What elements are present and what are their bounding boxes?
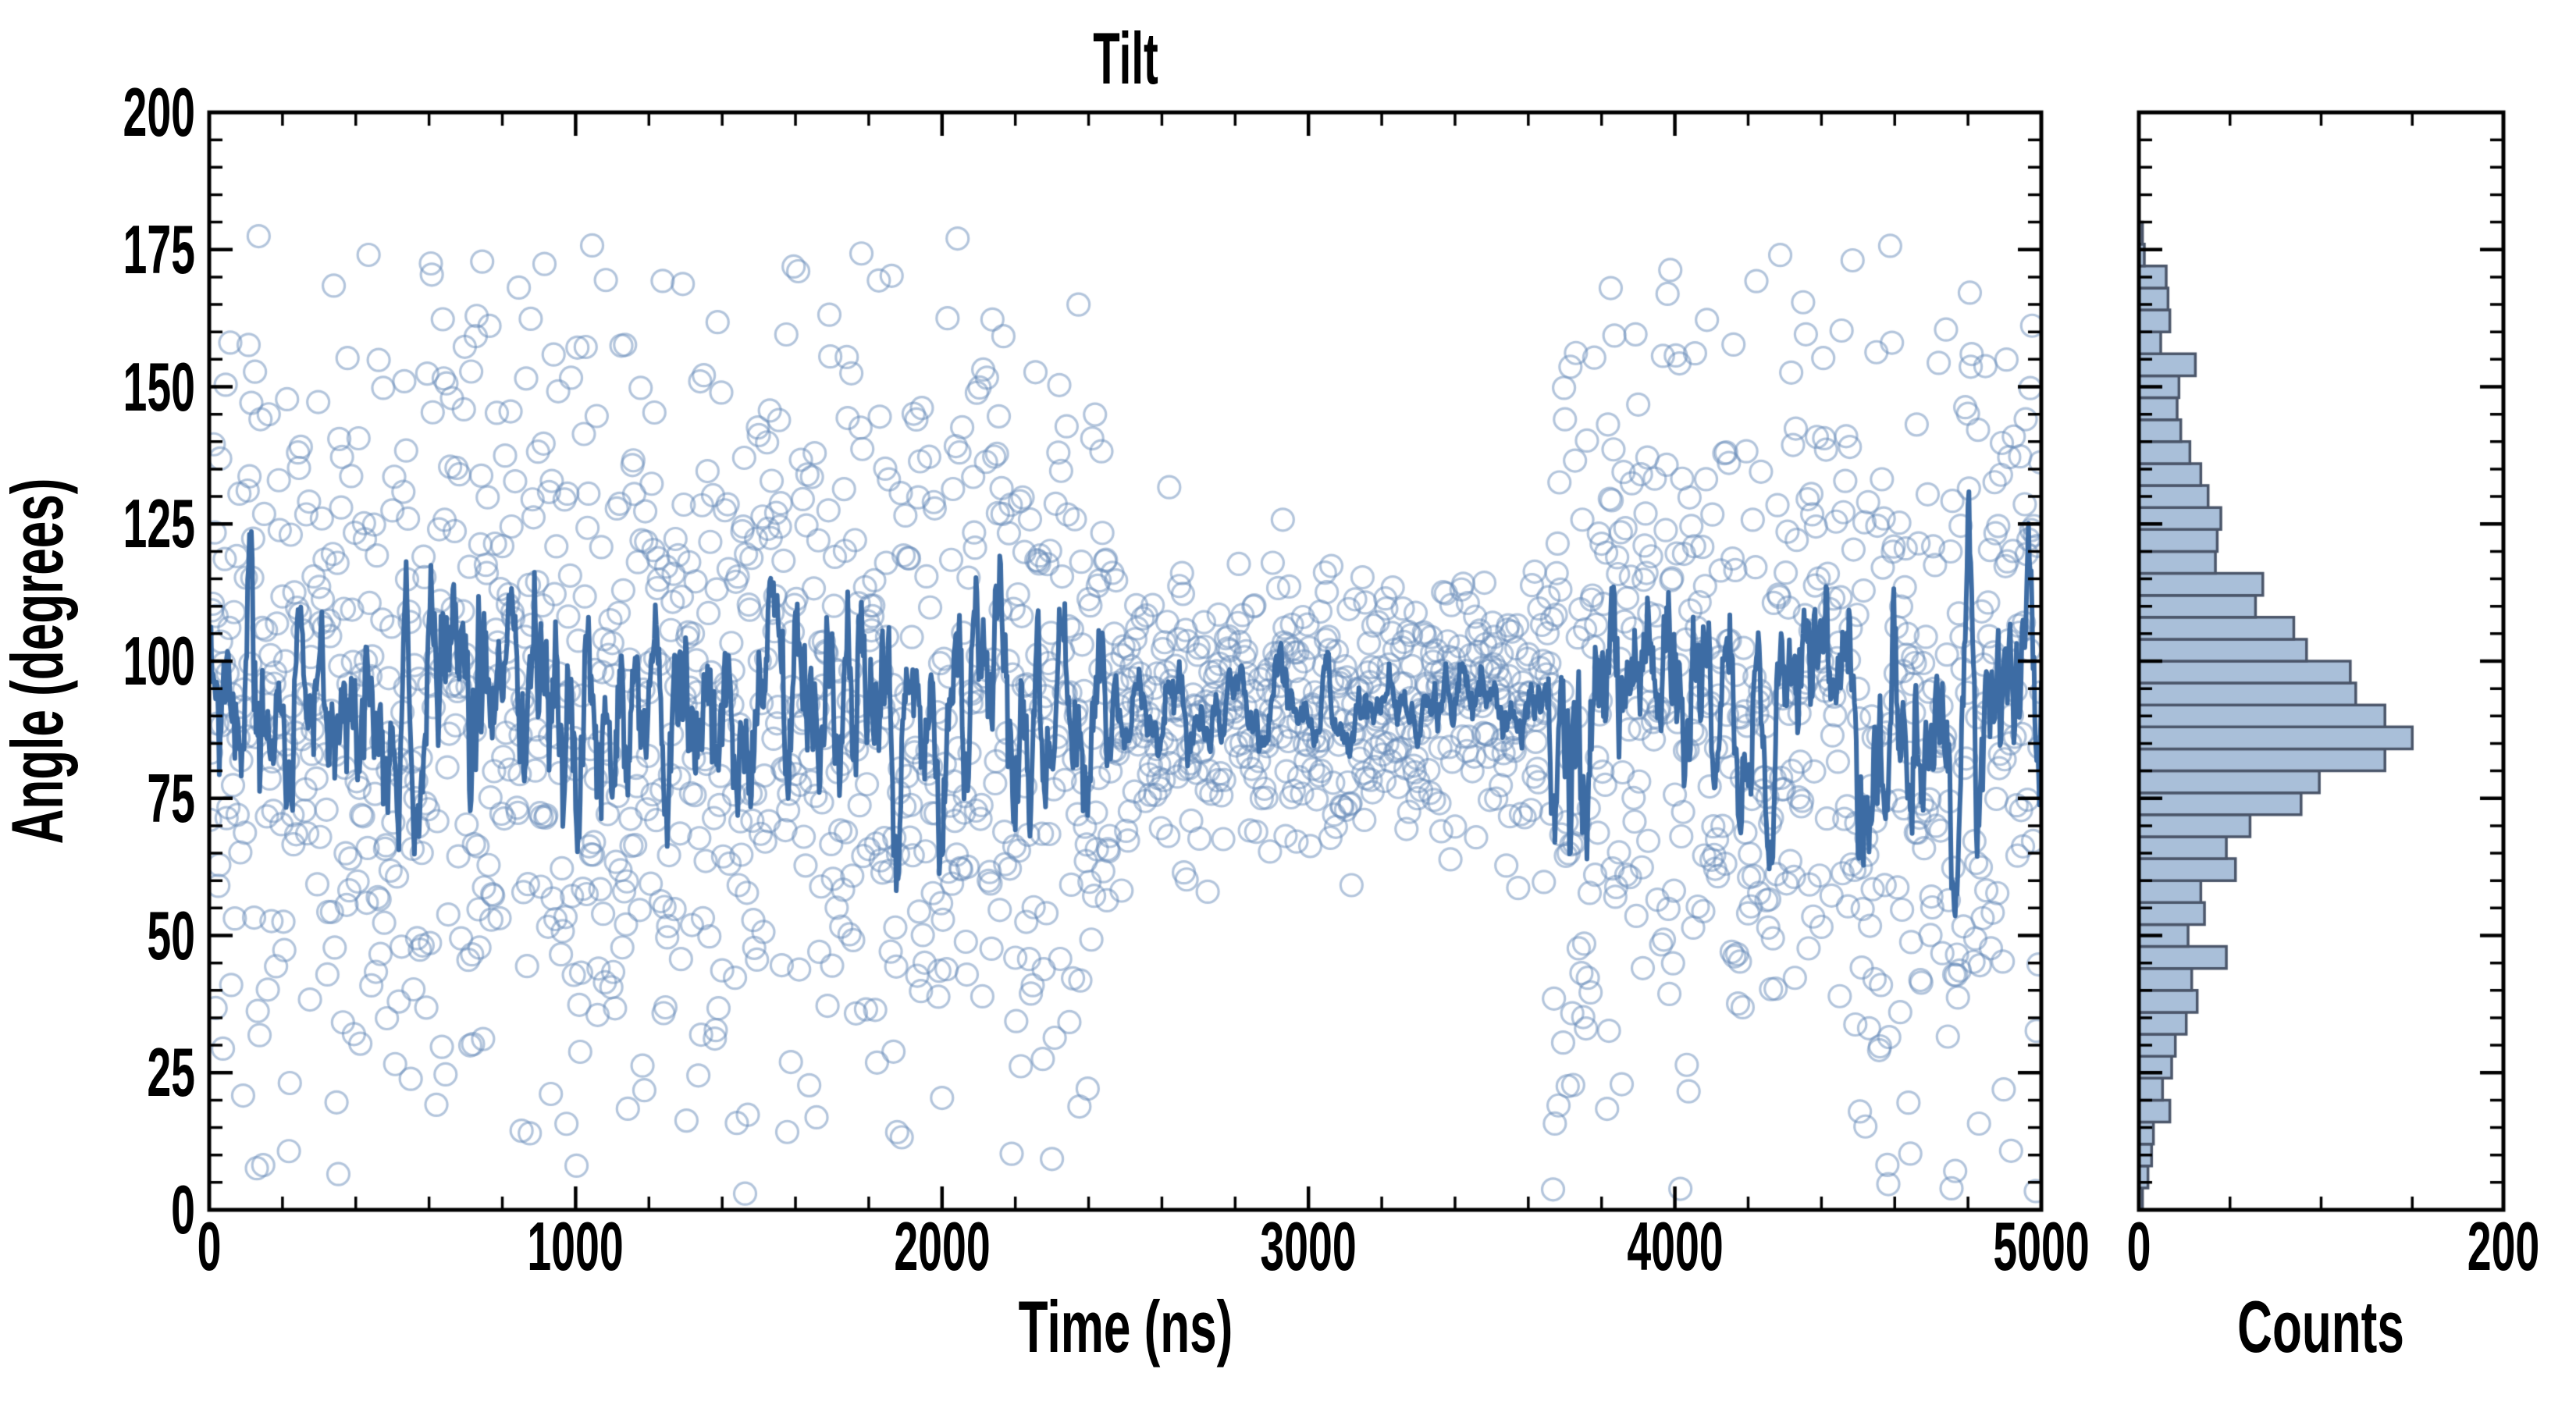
y-tick-label: 150 xyxy=(123,347,195,425)
x-tick-label: 3000 xyxy=(1260,1208,1357,1285)
x-tick-label: 5000 xyxy=(1993,1208,2090,1285)
hist-x-tick-label: 0 xyxy=(2126,1208,2151,1285)
x-tick-label: 4000 xyxy=(1626,1208,1724,1285)
y-tick-label: 200 xyxy=(123,73,195,151)
x-axis-label-main: Time (ns) xyxy=(1018,1286,1233,1368)
hist-x-tick-label: 200 xyxy=(2467,1208,2540,1285)
x-tick-label: 2000 xyxy=(894,1208,991,1285)
y-tick-label: 50 xyxy=(147,896,195,974)
x-axis-label-hist: Counts xyxy=(2237,1286,2404,1368)
y-tick-label: 75 xyxy=(147,759,195,837)
x-tick-label: 1000 xyxy=(527,1208,624,1285)
y-tick-label: 25 xyxy=(147,1033,195,1112)
y-tick-label: 100 xyxy=(123,622,195,699)
x-tick-label: 0 xyxy=(197,1208,222,1285)
y-tick-label: 0 xyxy=(171,1171,195,1248)
y-tick-label: 125 xyxy=(123,485,195,563)
chart-title: Tilt xyxy=(1093,17,1158,99)
y-tick-label: 175 xyxy=(123,210,195,288)
